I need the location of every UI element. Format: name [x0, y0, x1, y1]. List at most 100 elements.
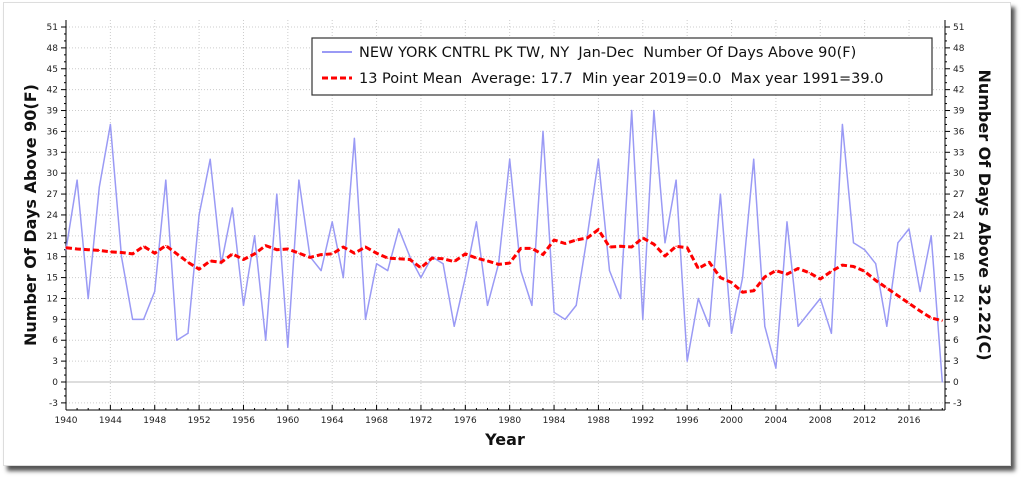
data-point-mean	[65, 247, 67, 249]
data-point-mean	[486, 260, 489, 262]
data-point-observed	[808, 311, 810, 313]
data-point-observed	[209, 158, 211, 160]
x-tick-label: 1944	[99, 416, 122, 426]
data-point-observed	[864, 249, 866, 251]
x-axis-label: Year	[484, 430, 525, 449]
data-point-mean	[387, 257, 389, 259]
data-point-observed	[897, 242, 899, 244]
data-point-observed	[98, 186, 100, 188]
data-point-mean	[131, 253, 134, 255]
data-point-mean	[342, 246, 344, 248]
y-tick-label-left: 30	[47, 169, 59, 179]
y-tick-label-left: 51	[47, 23, 58, 33]
x-tick-label: 1940	[55, 416, 78, 426]
data-point-observed	[176, 339, 178, 341]
y-tick-label-left: 36	[47, 127, 59, 137]
data-point-mean	[409, 258, 411, 261]
data-point-mean	[531, 247, 533, 249]
data-point-observed	[564, 318, 566, 320]
data-point-observed	[742, 276, 744, 279]
data-point-observed	[764, 325, 766, 327]
data-point-observed	[941, 381, 943, 383]
data-point-observed	[919, 290, 921, 293]
data-point-mean	[764, 276, 766, 278]
data-point-mean	[265, 244, 267, 247]
data-point-observed	[242, 304, 245, 307]
data-point-mean	[309, 256, 311, 259]
data-point-observed	[409, 256, 411, 258]
data-point-mean	[730, 281, 733, 284]
data-point-mean	[375, 252, 378, 254]
y-tick-label-right: 51	[953, 23, 964, 33]
data-point-mean	[453, 260, 455, 263]
data-point-mean	[575, 239, 577, 241]
data-point-mean	[753, 290, 755, 292]
data-point-observed	[87, 297, 89, 300]
data-point-mean	[930, 317, 932, 319]
data-point-observed	[76, 179, 78, 181]
y-tick-label-right: 0	[953, 378, 959, 388]
y-tick-label-left: 42	[47, 86, 58, 96]
data-point-mean	[231, 253, 233, 255]
y-tick-label-right: 9	[953, 315, 959, 325]
data-point-mean	[353, 252, 355, 254]
data-point-mean	[708, 261, 710, 263]
data-point-observed	[464, 276, 466, 279]
data-point-observed	[531, 304, 533, 307]
data-point-observed	[631, 109, 633, 112]
y-tick-label-right: 30	[953, 169, 965, 179]
y-axis-label-left: Number Of Days Above 90(F)	[21, 84, 40, 346]
legend-box	[311, 37, 933, 96]
data-point-mean	[176, 253, 178, 255]
data-point-mean	[298, 252, 300, 254]
y-tick-label-right: -3	[953, 399, 962, 409]
data-point-mean	[165, 244, 167, 247]
data-point-mean	[242, 258, 245, 261]
data-point-observed	[154, 290, 156, 293]
data-point-mean	[87, 249, 89, 251]
data-point-mean	[76, 248, 78, 250]
data-point-mean	[198, 268, 200, 270]
data-point-mean	[852, 265, 855, 268]
data-point-mean	[564, 242, 566, 245]
y-tick-label-left: 45	[47, 65, 58, 75]
data-point-mean	[542, 254, 544, 256]
data-point-mean	[786, 273, 788, 275]
data-point-observed	[65, 249, 67, 251]
data-point-observed	[331, 221, 333, 223]
series-line-observed	[65, 109, 944, 383]
data-point-observed	[453, 325, 455, 327]
data-point-observed	[265, 339, 267, 341]
x-tick-label: 1976	[454, 416, 477, 426]
data-point-observed	[886, 325, 888, 327]
data-point-mean	[109, 251, 111, 253]
data-point-mean	[464, 253, 466, 255]
legend-label-observed: NEW YORK CNTRL PK TW, NY Jan-Dec Number …	[359, 45, 856, 61]
y-tick-label-left: 15	[47, 274, 58, 284]
y-tick-label-right: 3	[953, 357, 959, 367]
data-point-mean	[364, 246, 367, 248]
data-point-observed	[653, 109, 655, 112]
data-point-observed	[398, 228, 400, 230]
y-tick-label-right: 21	[953, 232, 964, 242]
data-point-observed	[686, 360, 688, 362]
y-tick-label-right: 6	[953, 336, 959, 346]
data-point-observed	[109, 123, 111, 126]
x-tick-label: 1984	[543, 416, 566, 426]
data-point-mean	[908, 302, 910, 304]
y-tick-label-left: 24	[47, 211, 59, 221]
data-point-mean	[919, 310, 921, 312]
data-point-observed	[276, 193, 278, 195]
y-tick-label-left: 9	[52, 315, 58, 325]
data-point-mean	[220, 261, 222, 263]
y-tick-label-right: 24	[953, 211, 965, 221]
data-point-observed	[930, 235, 932, 237]
y-tick-label-left: 12	[47, 294, 58, 304]
data-point-mean	[686, 247, 688, 249]
data-point-mean	[320, 254, 322, 256]
data-point-observed	[387, 270, 389, 272]
series-line-13pt-mean	[65, 228, 943, 323]
y-axis-label-right: Number Of Days Above 32.22(C)	[975, 69, 994, 360]
data-point-mean	[808, 272, 810, 274]
data-point-observed	[575, 304, 577, 307]
